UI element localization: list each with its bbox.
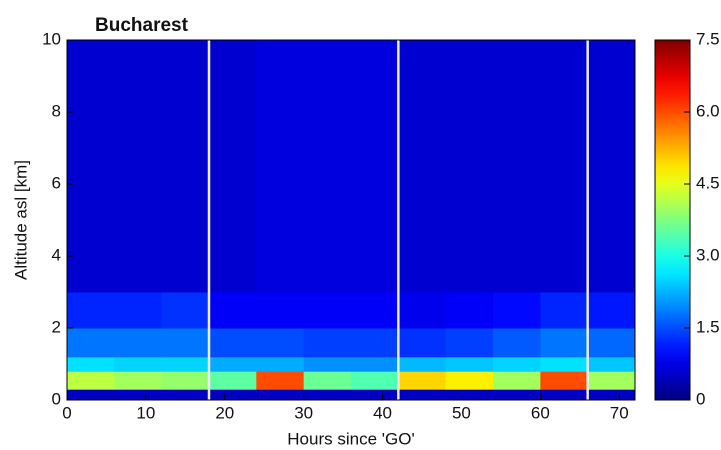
heat-cell xyxy=(540,292,589,329)
heat-cell xyxy=(587,389,636,401)
heat-cell xyxy=(540,371,589,390)
heat-cell xyxy=(161,356,210,372)
heat-cell xyxy=(256,328,305,358)
x-tick-label: 50 xyxy=(452,403,471,422)
heat-cell xyxy=(303,371,352,390)
heat-cell xyxy=(398,292,447,329)
colorbar-tick-label: 6.0 xyxy=(696,101,720,120)
y-tick-label: 4 xyxy=(52,245,61,264)
y-tick-label: 2 xyxy=(52,317,61,336)
x-tick-label: 70 xyxy=(610,403,629,422)
heat-cell xyxy=(493,40,541,293)
colorbar-tick-label: 1.5 xyxy=(696,317,720,336)
heat-cell xyxy=(303,356,352,372)
heat-cell xyxy=(67,389,115,401)
colorbar-tick-label: 7.5 xyxy=(696,29,720,48)
heat-cell xyxy=(114,356,163,372)
y-tick-label: 6 xyxy=(52,173,61,192)
heat-cell xyxy=(587,40,636,293)
y-tick-label: 10 xyxy=(42,29,61,48)
heat-cell xyxy=(587,292,636,329)
heat-cell xyxy=(540,328,589,358)
heat-cell xyxy=(114,371,163,390)
heat-cell xyxy=(445,389,494,401)
heat-cell xyxy=(256,292,305,329)
heat-cell xyxy=(445,356,494,372)
heat-cell xyxy=(540,389,589,401)
heat-cell xyxy=(493,292,541,329)
heat-cell xyxy=(209,292,257,329)
y-tick-label: 0 xyxy=(52,389,61,408)
heat-cell xyxy=(67,328,115,358)
heat-cell xyxy=(587,328,636,358)
heat-cell xyxy=(161,389,210,401)
heat-cell xyxy=(161,40,210,293)
x-tick-label: 30 xyxy=(294,403,313,422)
heat-cell xyxy=(256,356,305,372)
heat-cell xyxy=(587,371,636,390)
heat-cell xyxy=(67,292,115,329)
x-axis-label: Hours since 'GO' xyxy=(287,429,414,448)
heat-cell xyxy=(67,371,115,390)
heat-cell xyxy=(493,328,541,358)
y-tick-label: 8 xyxy=(52,101,61,120)
heat-cell xyxy=(398,371,447,390)
heat-cell xyxy=(540,40,589,293)
heat-cell xyxy=(209,356,257,372)
heat-cell xyxy=(351,371,399,390)
heat-cell xyxy=(445,328,494,358)
heat-cell xyxy=(114,292,163,329)
x-tick-label: 60 xyxy=(531,403,550,422)
heat-cell xyxy=(161,328,210,358)
x-tick-label: 40 xyxy=(373,403,392,422)
heat-cell xyxy=(303,389,352,401)
heat-cell xyxy=(114,40,163,293)
heat-cell xyxy=(493,371,541,390)
heat-cell xyxy=(351,328,399,358)
heat-cell xyxy=(67,40,115,293)
heat-cell xyxy=(303,40,352,293)
heat-cell xyxy=(398,389,447,401)
x-tick-label: 0 xyxy=(62,403,71,422)
heat-cell xyxy=(445,40,494,293)
x-tick-label: 20 xyxy=(215,403,234,422)
heat-cell xyxy=(351,292,399,329)
heat-cell xyxy=(256,389,305,401)
colorbar-tick-label: 0 xyxy=(696,389,705,408)
heat-cell xyxy=(351,356,399,372)
heat-cell xyxy=(161,371,210,390)
heat-cell xyxy=(540,356,589,372)
heat-cell xyxy=(256,371,305,390)
colorbar xyxy=(654,39,691,401)
y-axis-label: Altitude asl [km] xyxy=(11,160,30,280)
heat-cell xyxy=(445,371,494,390)
heat-cell xyxy=(303,328,352,358)
heat-cell xyxy=(114,389,163,401)
chart-title: Bucharest xyxy=(95,15,189,36)
heat-cell xyxy=(398,40,447,293)
heat-cell xyxy=(209,328,257,358)
heat-cell xyxy=(398,356,447,372)
colorbar-tick-label: 4.5 xyxy=(696,173,720,192)
heat-cell xyxy=(351,40,399,293)
heat-cell xyxy=(209,389,257,401)
heat-cell xyxy=(67,356,115,372)
heat-cell xyxy=(398,328,447,358)
heat-cell xyxy=(351,389,399,401)
heat-cell xyxy=(303,292,352,329)
colorbar-tick-label: 3.0 xyxy=(696,245,720,264)
heat-cell xyxy=(445,292,494,329)
heat-cell xyxy=(114,328,163,358)
heat-cell xyxy=(161,292,210,329)
heat-cell xyxy=(493,389,541,401)
heat-cell xyxy=(587,356,636,372)
heat-cell xyxy=(256,40,305,293)
heat-cell xyxy=(209,371,257,390)
plot-frame xyxy=(66,39,636,401)
heat-cell xyxy=(209,40,257,293)
x-tick-label: 10 xyxy=(136,403,155,422)
heat-cell xyxy=(493,356,541,372)
